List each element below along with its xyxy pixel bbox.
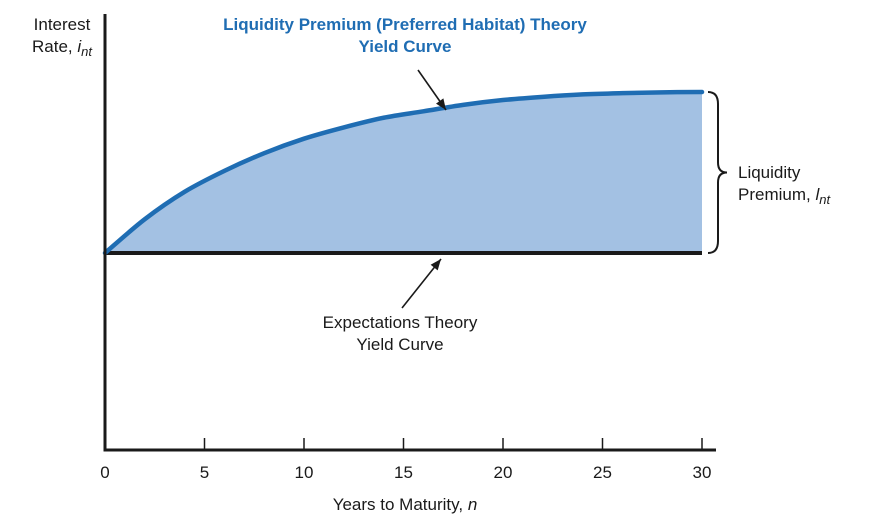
y-axis-label: Interest Rate, int [22, 14, 102, 63]
y-axis-label-sub: nt [81, 44, 92, 59]
y-axis-label-text: Rate, [32, 37, 78, 56]
y-axis-label-line1: Interest [33, 15, 91, 34]
y-axis-label-var: i [77, 37, 82, 56]
flat-curve-arrow-head [430, 259, 441, 271]
flat-curve-label: Expectations Theory Yield Curve [270, 312, 530, 356]
x-tick-label-30: 30 [693, 463, 712, 482]
premium-area [105, 92, 702, 253]
x-axis-label: Years to Maturity, n [250, 494, 560, 516]
axis-layer: 0 5 10 15 20 25 30 [100, 14, 728, 482]
x-tick-label-10: 10 [295, 463, 314, 482]
x-tick-label-25: 25 [593, 463, 612, 482]
liquidity-premium-brace [707, 91, 728, 254]
flat-curve-label-line1: Expectations Theory [322, 313, 478, 332]
x-axis-label-text: Years to Maturity, [332, 495, 468, 514]
x-tick-label-15: 15 [394, 463, 413, 482]
top-curve-label-line1: Liquidity Premium (Preferred Habitat) Th… [223, 15, 587, 34]
x-axis-label-var: n [467, 495, 478, 514]
x-tick-label-0: 0 [100, 463, 109, 482]
flat-curve-label-line2: Yield Curve [356, 335, 444, 354]
x-tick-label-20: 20 [494, 463, 513, 482]
y-axis-label-line2: Rate, int [22, 36, 102, 63]
liquidity-premium-var: l [815, 185, 820, 204]
liquidity-premium-line1: Liquidity [738, 163, 801, 182]
plot-layer [102, 89, 705, 256]
liquidity-premium-yield-curve [102, 89, 705, 256]
x-tick-label-5: 5 [200, 463, 209, 482]
top-curve-label: Liquidity Premium (Preferred Habitat) Th… [160, 14, 650, 58]
liquidity-premium-text: Premium, [738, 185, 816, 204]
top-curve-arrow-head [436, 98, 446, 110]
top-curve-label-line2: Yield Curve [358, 37, 452, 56]
liquidity-premium-line2: Premium, lnt [738, 184, 868, 211]
liquidity-premium-sub: nt [819, 192, 831, 207]
liquidity-premium-label: Liquidity Premium, lnt [738, 162, 868, 211]
